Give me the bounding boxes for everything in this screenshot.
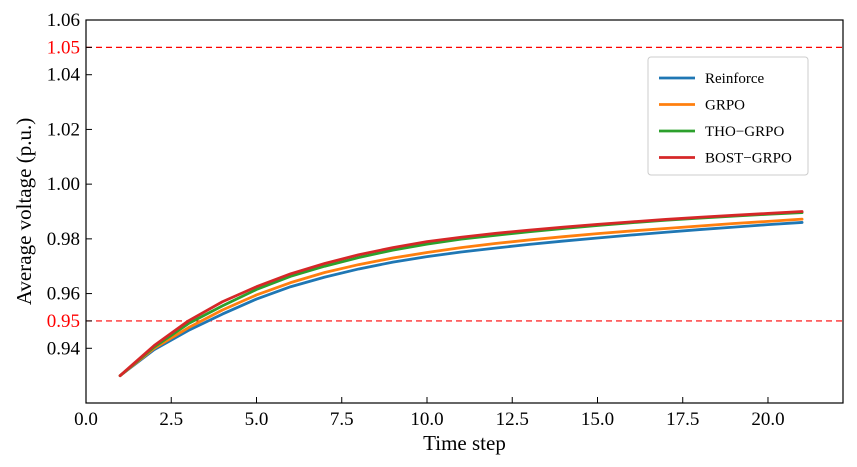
legend-label: BOST−GRPO <box>705 151 792 167</box>
series-line-1 <box>118 217 804 378</box>
y-tick-label: 0.98 <box>47 229 80 250</box>
y-tick-label: 1.02 <box>47 119 80 140</box>
y-tick-label: 1.06 <box>47 10 80 31</box>
limit-tick-label: 1.05 <box>47 37 80 58</box>
limit-tick-label: 0.95 <box>47 311 80 332</box>
x-tick-label: 0.0 <box>74 409 98 430</box>
y-tick-label: 0.96 <box>47 284 80 305</box>
y-axis-label: Average voltage (p.u.) <box>12 118 36 305</box>
plot-frame <box>85 19 844 404</box>
legend-label: GRPO <box>705 98 745 114</box>
legend-label: Reinforce <box>705 71 764 87</box>
series-line-0 <box>118 221 804 378</box>
y-tick-label: 1.04 <box>47 65 81 86</box>
x-tick-label: 7.5 <box>330 409 354 430</box>
x-tick-label: 2.5 <box>159 409 183 430</box>
series-line-3 <box>118 210 804 378</box>
x-tick-label: 5.0 <box>245 409 269 430</box>
x-axis-label: Time step <box>423 431 506 455</box>
x-tick-label: 17.5 <box>666 409 699 430</box>
y-tick-label: 1.00 <box>47 174 80 195</box>
y-tick-label: 0.94 <box>47 338 81 359</box>
legend-label: THO−GRPO <box>705 124 784 140</box>
x-tick-label: 12.5 <box>496 409 529 430</box>
legend-box <box>647 56 809 176</box>
x-tick-label: 10.0 <box>410 409 443 430</box>
x-tick-label: 20.0 <box>751 409 784 430</box>
x-tick-label: 15.0 <box>581 409 614 430</box>
